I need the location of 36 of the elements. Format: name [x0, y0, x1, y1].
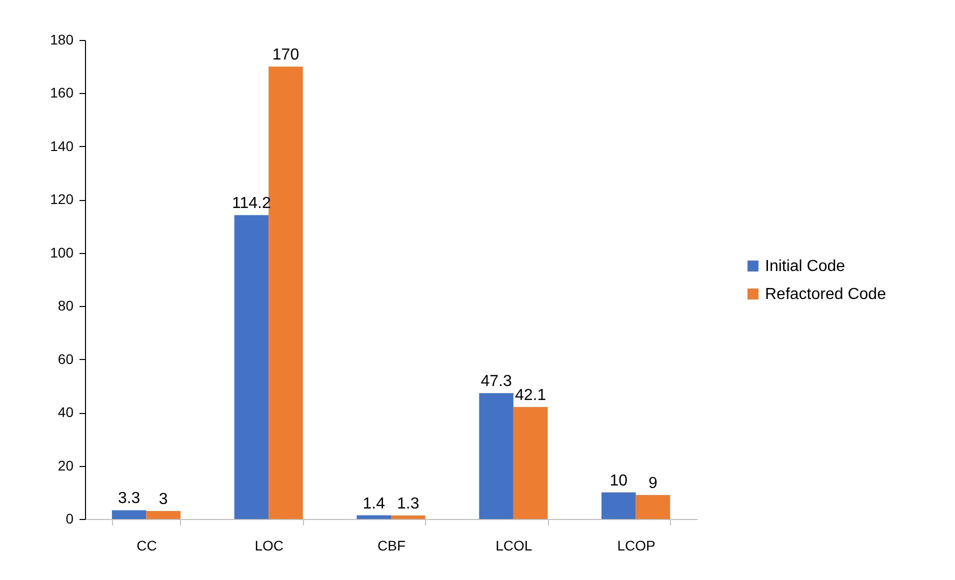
y-tick-label: 20: [58, 457, 74, 474]
data-label: 3.3: [118, 490, 140, 508]
y-tick-label: 180: [50, 32, 74, 48]
data-label: 170: [272, 46, 300, 64]
legend-label: Refactored Code: [765, 286, 886, 303]
bar: [513, 406, 548, 519]
data-label: 47.3: [480, 373, 512, 390]
data-label: 1.3: [397, 496, 420, 513]
data-label: 3: [158, 491, 168, 508]
bar: [636, 495, 670, 519]
y-tick-label: 160: [50, 84, 74, 101]
bar: [146, 511, 180, 519]
bar: [479, 393, 514, 519]
x-tick-label: LOC: [254, 538, 284, 554]
x-tick-label: CC: [136, 538, 157, 554]
bar: [391, 516, 426, 519]
legend-label: Initial Code: [765, 258, 846, 275]
y-tick-label: 140: [50, 138, 74, 154]
bar: [602, 492, 636, 519]
y-tick-label: 80: [58, 298, 74, 314]
y-tick-label: 100: [50, 244, 74, 260]
bar: [356, 515, 391, 519]
bar: [234, 215, 269, 519]
data-label: 10: [610, 472, 628, 490]
x-tick-label: CBF: [378, 538, 406, 554]
data-label: 9: [648, 475, 658, 492]
y-tick-label: 120: [50, 191, 74, 208]
x-tick-label: LCOL: [496, 538, 532, 554]
y-tick-label: 40: [58, 404, 74, 420]
x-tick-label: LCOP: [617, 538, 656, 554]
data-label: 42.1: [514, 386, 546, 404]
bar: [112, 510, 146, 519]
data-label: 1.4: [362, 495, 386, 512]
y-tick-label: 0: [66, 510, 74, 526]
y-tick-label: 60: [58, 350, 74, 367]
bar: [268, 66, 303, 519]
